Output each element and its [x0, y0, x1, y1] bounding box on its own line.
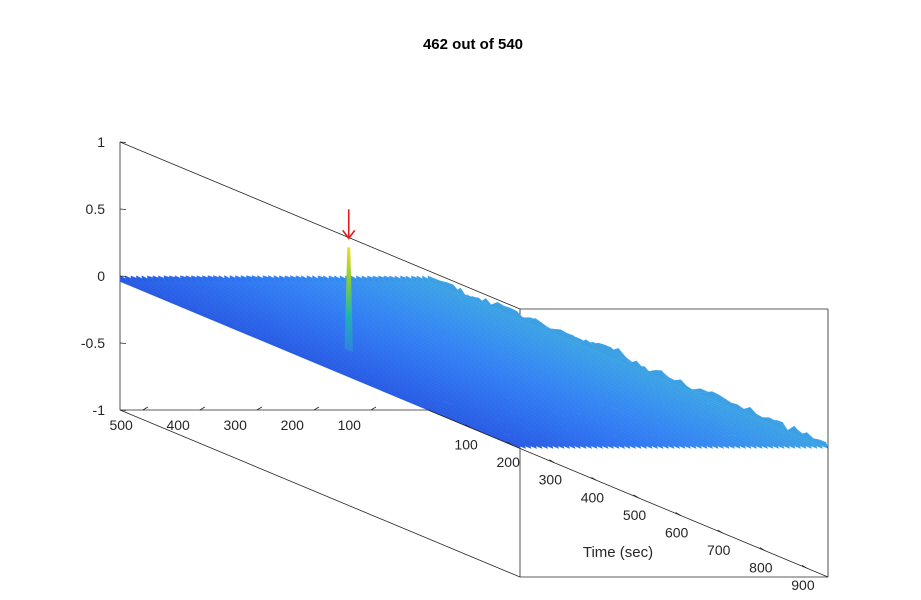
- x-tick-label: 200: [497, 454, 521, 470]
- axis-ticks: -1 -0.5 0 0.5 1 100 200 300 400 500 100 200 300 400 50…: [81, 134, 815, 593]
- y-tick-label: 200: [281, 417, 305, 433]
- y-tick: [142, 406, 149, 411]
- axes-box-back: [119, 141, 828, 578]
- y-tick: [370, 406, 377, 411]
- x-tick-label: 400: [581, 489, 605, 505]
- x-tick: [507, 441, 513, 446]
- x-tick: [759, 547, 766, 551]
- axes-box-front: [120, 309, 829, 578]
- box-edge: [119, 409, 521, 578]
- y-tick-label: 100: [338, 417, 362, 433]
- x-axis-label: Time (sec): [583, 544, 653, 561]
- surface-trace: [427, 275, 829, 449]
- z-tick: [119, 342, 127, 344]
- y-tick-label: 500: [109, 417, 133, 433]
- x-tick: [675, 512, 681, 516]
- z-tick-label: -0.5: [81, 335, 105, 351]
- arrow-head: [342, 229, 356, 240]
- y-tick: [199, 406, 206, 411]
- z-tick: [119, 275, 127, 277]
- z-tick: [119, 208, 127, 210]
- x-tick-label: 600: [665, 524, 689, 540]
- z-tick: [119, 141, 127, 143]
- x-tick-label: 800: [749, 560, 773, 576]
- box-edge: [427, 409, 829, 578]
- y-tick-label: 400: [166, 417, 190, 433]
- z-tick-label: 0.5: [86, 201, 106, 217]
- y-tick: [256, 406, 263, 411]
- z-tick: [119, 409, 127, 411]
- x-tick: [549, 459, 555, 464]
- x-tick-label: 700: [707, 542, 731, 558]
- peak-spike: [344, 247, 353, 353]
- x-tick: [717, 529, 723, 534]
- x-tick-label: 500: [623, 507, 647, 523]
- z-tick-label: 0: [97, 268, 105, 284]
- box-edge: [119, 141, 521, 310]
- y-tick-label: 300: [224, 417, 248, 433]
- z-tick-label: 1: [97, 134, 105, 150]
- x-tick: [801, 564, 808, 569]
- x-tick-label: 900: [791, 577, 815, 593]
- surface-mesh: [119, 247, 829, 449]
- x-tick: [633, 494, 639, 499]
- z-tick-label: -1: [93, 402, 106, 418]
- y-tick: [313, 406, 320, 411]
- x-tick: [464, 424, 471, 428]
- x-tick: [591, 476, 597, 481]
- x-tick-label: 100: [454, 437, 478, 453]
- chart-title: 462 out of 540: [423, 36, 523, 53]
- x-tick-label: 300: [539, 472, 563, 488]
- annotations: [342, 209, 356, 240]
